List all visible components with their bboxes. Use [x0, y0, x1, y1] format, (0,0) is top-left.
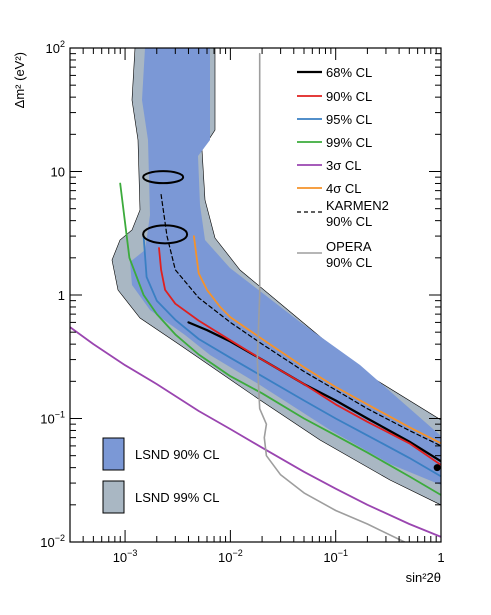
series-line-4-cl — [192, 235, 441, 445]
y-tick-label: 10−2 — [40, 533, 65, 550]
legend-entry-opera-90-cl: OPERA 90% CL — [297, 239, 372, 270]
x-tick-label: 10−2 — [218, 548, 243, 565]
legend-entry-3-cl: 3σ CL — [297, 158, 361, 173]
series-line-90-cl — [158, 247, 441, 466]
legend-entry-68-cl: 68% CL — [297, 65, 372, 80]
legend-label: LSND 90% CL — [135, 447, 220, 462]
legend-label: LSND 99% CL — [135, 490, 220, 505]
legend-label: 4σ CL — [326, 181, 361, 196]
x-axis-label: sin²2θ — [406, 570, 441, 585]
x-tick-label: 1 — [437, 550, 444, 565]
cl68-island-2 — [142, 224, 189, 245]
y-tick-label: 1 — [58, 288, 65, 303]
legend-label: 99% CL — [326, 135, 372, 150]
series-line-99-cl — [119, 182, 441, 496]
series-line-karmen2-90-cl — [160, 194, 441, 447]
x-tick-label: 10−3 — [113, 548, 138, 565]
legend-entry-karmen2-90-cl: KARMEN2 90% CL — [297, 198, 389, 229]
legend-entry-90-cl: 90% CL — [297, 89, 372, 104]
legend-label: KARMEN2 90% CL — [326, 198, 389, 229]
legend-entry-lsnd-99-cl: LSND 99% CL — [102, 480, 220, 514]
cl68-island-1 — [142, 170, 185, 185]
y-axis-label: Δm² (eV²) — [12, 52, 27, 108]
y-tick-label: 102 — [46, 39, 65, 56]
lsnd-90-region — [130, 48, 441, 485]
legend-entry-99-cl: 99% CL — [297, 135, 372, 150]
legend-label: 95% CL — [326, 112, 372, 127]
legend-entry-95-cl: 95% CL — [297, 112, 372, 127]
series-line-95-cl — [142, 235, 441, 478]
legend-label: OPERA 90% CL — [326, 239, 372, 270]
x-tick-label: 10−1 — [323, 548, 348, 565]
legend-swatch — [102, 437, 125, 471]
legend-label: 68% CL — [326, 65, 372, 80]
series-line-opera-90-cl — [256, 52, 406, 542]
y-tick-label: 10 — [51, 165, 65, 180]
legend-swatch — [102, 480, 125, 514]
series-line-3-cl — [70, 326, 441, 538]
legend-entry-lsnd-90-cl: LSND 90% CL — [102, 437, 220, 471]
legend-label: 90% CL — [326, 89, 372, 104]
legend-label: 3σ CL — [326, 158, 361, 173]
y-tick-label: 10−1 — [40, 410, 65, 427]
legend-entry-4-cl: 4σ CL — [297, 181, 361, 196]
